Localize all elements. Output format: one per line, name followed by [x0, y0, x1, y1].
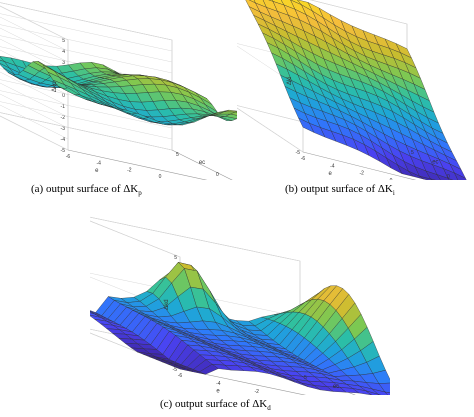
y-tick-label: 0 [447, 174, 450, 180]
z-tick-label: -5 [61, 148, 66, 154]
surface-facet [235, 111, 237, 113]
x-axis-label: ec [199, 160, 205, 166]
grid-line [0, 24, 173, 63]
x-axis-label: ec [333, 384, 339, 390]
z-axis-label: Δkp [52, 81, 58, 92]
x-tick-label: -4 [96, 161, 101, 167]
grid-line [0, 13, 173, 52]
z-tick-label: 0 [62, 93, 65, 99]
surface-facet [225, 113, 237, 119]
x-tick-label: -2 [127, 167, 132, 173]
grid-line [0, 101, 173, 140]
z-axis-label: Δki [287, 77, 293, 85]
caption-a: (a) output surface of ΔKp [31, 183, 142, 198]
x-tick-label: 0 [159, 174, 162, 180]
surface-facet [447, 178, 453, 180]
x-tick-label: -6 [66, 154, 71, 160]
x-tick-label: -2 [254, 389, 259, 395]
surface-plot-b: 50-5-6-4-20246-505Δkieec [237, 0, 467, 180]
x-axis-label: ec [432, 160, 438, 166]
grid-line [0, 35, 173, 74]
panel-c: 50-5-6-4-20246-505Δkdeec (c) output surf… [90, 215, 390, 417]
x-tick-label: 0 [390, 178, 393, 180]
surface-facet [378, 382, 390, 393]
y-tick-label: 0 [216, 172, 219, 178]
caption-b: (b) output surface of ΔKi [285, 183, 395, 198]
z-tick-label: -5 [173, 367, 178, 373]
z-tick-label: -3 [61, 126, 66, 132]
surface-facet [454, 172, 467, 180]
x-tick-label: -6 [301, 156, 306, 162]
grid-line [90, 216, 301, 262]
x-tick-label: -4 [330, 163, 335, 169]
z-tick-label: -5 [296, 150, 301, 156]
x-tick-label: -4 [216, 381, 221, 387]
x-tick-label: -6 [178, 373, 183, 379]
z-tick-label: -4 [61, 137, 66, 143]
y-tick-label: 5 [176, 152, 179, 158]
caption-c: (c) output surface of ΔKd [160, 398, 271, 413]
x-tick-label: -2 [359, 171, 364, 177]
y-axis-label: e [216, 389, 220, 395]
z-tick-label: 4 [62, 49, 65, 55]
floor-axis [67, 149, 233, 180]
z-axis-label: Δkd [164, 299, 170, 309]
surface-plot-c: 50-5-6-4-20246-505Δkdeec [90, 216, 390, 395]
surface-facet [430, 178, 436, 180]
z-tick-label: 5 [62, 38, 65, 44]
grid-line [0, 2, 173, 41]
surface-facet [378, 394, 381, 395]
y-axis-label: e [95, 168, 99, 174]
z-tick-label: -2 [61, 115, 66, 121]
y-axis-label: e [329, 171, 333, 177]
panel-b: 50-5-6-4-20246-505Δkieec (b) output surf… [237, 0, 474, 205]
grid-line [0, 112, 173, 151]
y-tick-label: 5 [411, 150, 414, 156]
surface-plot-a: 543210-1-2-3-4-5-6-4-20246-505Δkpeec [0, 2, 237, 180]
z-tick-label: 5 [174, 255, 177, 261]
surface-facet [230, 111, 237, 116]
z-tick-label: 3 [62, 60, 65, 66]
y-tick-label: 5 [304, 375, 307, 381]
z-tick-label: -1 [61, 104, 66, 110]
panel-a: 543210-1-2-3-4-5-6-4-20246-505Δkpeec (a)… [0, 0, 237, 205]
surface-facet [223, 109, 237, 113]
surface-facet [384, 391, 390, 395]
grid-line [0, 90, 173, 129]
